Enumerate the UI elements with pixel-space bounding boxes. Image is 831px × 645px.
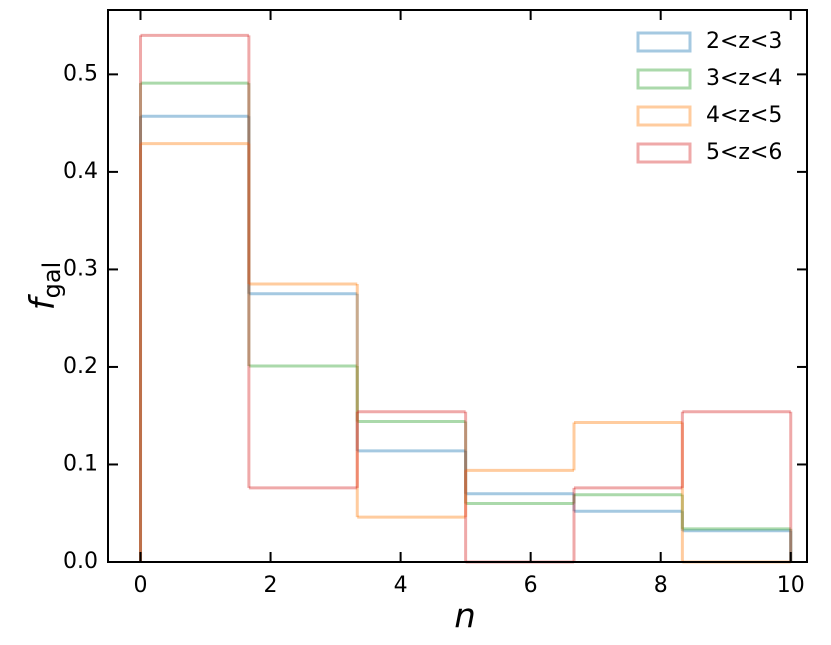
legend-label: 2<z<3: [706, 29, 782, 54]
legend-swatch: [636, 68, 692, 90]
x-tick-label: 2: [264, 573, 278, 598]
x-tick-label: 0: [134, 573, 148, 598]
y-tick-label: 0.5: [63, 61, 98, 86]
y-tick-label: 0.2: [63, 354, 98, 379]
x-tick-label: 6: [524, 573, 538, 598]
x-tick-label: 10: [777, 573, 805, 598]
y-label-sub: gal: [38, 262, 66, 299]
x-axis-label: n: [454, 597, 476, 637]
legend-label: 4<z<5: [706, 103, 782, 128]
y-tick-label: 0.3: [63, 256, 98, 281]
y-axis-label: fgal: [23, 262, 67, 311]
x-tick-label: 4: [394, 573, 408, 598]
plot-frame: [107, 9, 808, 563]
y-tick-label: 0.4: [63, 159, 98, 184]
y-tick-label: 0.0: [63, 549, 98, 574]
legend-swatch: [636, 31, 692, 53]
y-tick-label: 0.1: [63, 451, 98, 476]
legend-label: 3<z<4: [706, 66, 782, 91]
legend-label: 5<z<6: [706, 140, 782, 165]
legend-swatch: [636, 105, 692, 127]
legend-swatch: [636, 142, 692, 164]
y-axis-label-main: fgal: [23, 262, 67, 311]
x-tick-label: 8: [654, 573, 668, 598]
